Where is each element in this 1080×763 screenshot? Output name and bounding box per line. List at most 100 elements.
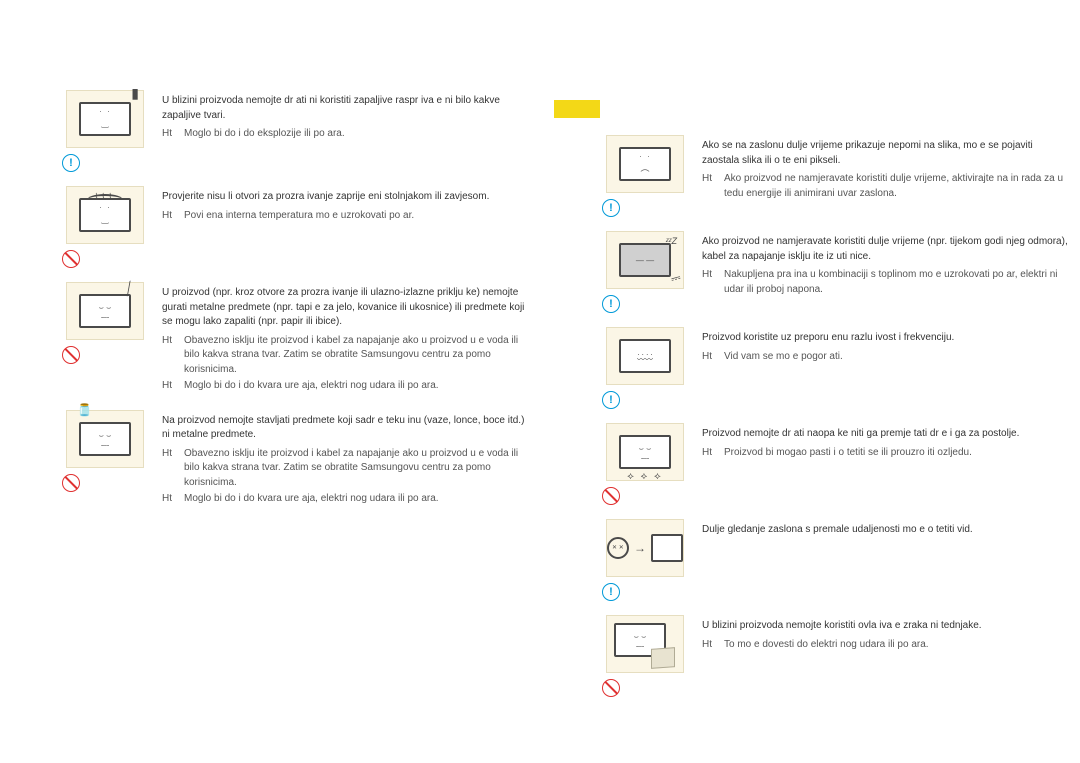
sleep-icon: ᶻᶻZ: [666, 236, 677, 246]
monitor-icon: [619, 339, 671, 373]
monitor-icon: [619, 243, 671, 277]
monitor-icon: [651, 534, 683, 562]
main-text: Dulje gledanje zaslona s premale udaljen…: [702, 523, 1070, 538]
monitor-icon: [79, 102, 131, 136]
bullet: Ht: [702, 268, 724, 297]
right-column: Ako se na zaslonu dulje vrijeme prikazuj…: [540, 0, 1080, 763]
text-block: Provjerite nisu li otvori za prozra ivan…: [162, 186, 530, 225]
bullet: Ht: [702, 638, 724, 653]
main-text: Proizvod nemojte dr ati naopa ke niti ga…: [702, 427, 1070, 442]
prohibit-icon: [62, 250, 80, 268]
sub-text: HtMoglo bi do i do kvara ure aja, elektr…: [162, 379, 530, 394]
safety-item: Proizvod koristite uz preporu enu razlu …: [600, 327, 1070, 409]
icon-column: [600, 135, 690, 217]
main-text: Ako proizvod ne namjeravate koristiti du…: [702, 235, 1070, 264]
safety-item: → Dulje gledanje zaslona s premale udalj…: [600, 519, 1070, 601]
steam-icon: ⌇⌇⌇: [95, 192, 116, 201]
text-block: Dulje gledanje zaslona s premale udaljen…: [702, 519, 1070, 542]
info-icon: [62, 154, 80, 172]
vase-icon: 🫙: [77, 403, 92, 417]
sub-text: HtObavezno isklju ite proizvod i kabel z…: [162, 334, 530, 378]
icon-column: ⌇⌇⌇: [60, 186, 150, 268]
bullet: Ht: [162, 209, 184, 224]
text-block: Ako proizvod ne namjeravate koristiti du…: [702, 231, 1070, 299]
info-icon: [602, 583, 620, 601]
text-block: U proizvod (npr. kroz otvore za prozra i…: [162, 282, 530, 396]
pictogram-static-image: [606, 135, 684, 193]
text-block: Proizvod koristite uz preporu enu razlu …: [702, 327, 1070, 366]
pictogram-liquids: 🫙: [66, 410, 144, 468]
safety-item: ⟡ ⟡ ⟡ Proizvod nemojte dr ati naopa ke n…: [600, 423, 1070, 505]
pictogram-covered-vents: ⌇⌇⌇: [66, 186, 144, 244]
pictogram-upside-down: ⟡ ⟡ ⟡: [606, 423, 684, 481]
spray-can-icon: ▮: [131, 85, 139, 102]
sub-text: HtNakupljena pra ina u kombinaciji s top…: [702, 268, 1070, 297]
safety-item: Ako se na zaslonu dulje vrijeme prikazuj…: [600, 135, 1070, 217]
prohibit-icon: [602, 487, 620, 505]
safety-item: 🫙 Na proizvod nemojte stavljati predmete…: [60, 410, 530, 509]
arrow-icon: →: [634, 541, 646, 555]
prohibit-icon: [62, 474, 80, 492]
bullet: Ht: [162, 447, 184, 491]
monitor-icon: [79, 294, 131, 328]
icon-column: ⟋: [60, 282, 150, 364]
safety-item: U blizini proizvoda nemojte koristiti ov…: [600, 615, 1070, 697]
main-text: Provjerite nisu li otvori za prozra ivan…: [162, 190, 530, 205]
main-text: U blizini proizvoda nemojte koristiti ov…: [702, 619, 1070, 634]
main-text: Ako se na zaslonu dulje vrijeme prikazuj…: [702, 139, 1070, 168]
sub-text: HtMoglo bi do i do kvara ure aja, elektr…: [162, 492, 530, 507]
text-block: Ako se na zaslonu dulje vrijeme prikazuj…: [702, 135, 1070, 203]
impact-icon: ⟡ ⟡ ⟡: [627, 471, 662, 482]
monitor-icon: [619, 435, 671, 469]
icon-column: [600, 327, 690, 409]
monitor-icon: [619, 147, 671, 181]
text-block: Na proizvod nemojte stavljati predmete k…: [162, 410, 530, 509]
prohibit-icon: [602, 679, 620, 697]
bullet: Ht: [162, 127, 184, 142]
info-icon: [602, 199, 620, 217]
page: ▮ U blizini proizvoda nemojte dr ati ni …: [0, 0, 1080, 763]
monitor-icon: ⌇⌇⌇: [79, 198, 131, 232]
sub-text: HtTo mo e dovesti do elektri nog udara i…: [702, 638, 1070, 653]
main-text: Na proizvod nemojte stavljati predmete k…: [162, 414, 530, 443]
pictogram-flammable-spray: ▮: [66, 90, 144, 148]
text-block: Proizvod nemojte dr ati naopa ke niti ga…: [702, 423, 1070, 462]
sub-text: HtAko proizvod ne namjeravate koristiti …: [702, 172, 1070, 201]
main-text: U blizini proizvoda nemojte dr ati ni ko…: [162, 94, 530, 123]
info-icon: [602, 391, 620, 409]
bullet: Ht: [702, 350, 724, 365]
bullet: Ht: [162, 334, 184, 378]
text-block: U blizini proizvoda nemojte koristiti ov…: [702, 615, 1070, 654]
main-text: Proizvod koristite uz preporu enu razlu …: [702, 331, 1070, 346]
left-column: ▮ U blizini proizvoda nemojte dr ati ni …: [0, 0, 540, 763]
sub-text: HtMoglo bi do i do eksplozije ili po ara…: [162, 127, 530, 142]
icon-column: →: [600, 519, 690, 601]
pictogram-unplug-idle: ᶻᶻZ ⎓: [606, 231, 684, 289]
pictogram-close-viewing: →: [606, 519, 684, 577]
icon-column: ▮: [60, 90, 150, 172]
info-icon: [602, 295, 620, 313]
icon-column: [600, 615, 690, 697]
safety-item: ▮ U blizini proizvoda nemojte dr ati ni …: [60, 90, 530, 172]
sub-text: HtVid vam se mo e pogor ati.: [702, 350, 1070, 365]
safety-item: ⟋ U proizvod (npr. kroz otvore za prozra…: [60, 282, 530, 396]
safety-item: ᶻᶻZ ⎓ Ako proizvod ne namjeravate korist…: [600, 231, 1070, 313]
bullet: Ht: [162, 379, 184, 394]
text-block: U blizini proizvoda nemojte dr ati ni ko…: [162, 90, 530, 144]
bullet: Ht: [702, 172, 724, 201]
sub-text: HtPovi ena interna temperatura mo e uzro…: [162, 209, 530, 224]
bullet: Ht: [162, 492, 184, 507]
prohibit-icon: [62, 346, 80, 364]
main-text: U proizvod (npr. kroz otvore za prozra i…: [162, 286, 530, 330]
safety-item: ⌇⌇⌇ Provjerite nisu li otvori za prozra …: [60, 186, 530, 268]
pictogram-humidifier: [606, 615, 684, 673]
pictogram-resolution: [606, 327, 684, 385]
person-icon: [607, 537, 629, 559]
bullet: Ht: [702, 446, 724, 461]
icon-column: ᶻᶻZ ⎓: [600, 231, 690, 313]
icon-column: 🫙: [60, 410, 150, 492]
icon-column: ⟡ ⟡ ⟡: [600, 423, 690, 505]
monitor-icon: [79, 422, 131, 456]
sub-text: HtProizvod bi mogao pasti i o tetiti se …: [702, 446, 1070, 461]
pictogram-insert-objects: ⟋: [66, 282, 144, 340]
